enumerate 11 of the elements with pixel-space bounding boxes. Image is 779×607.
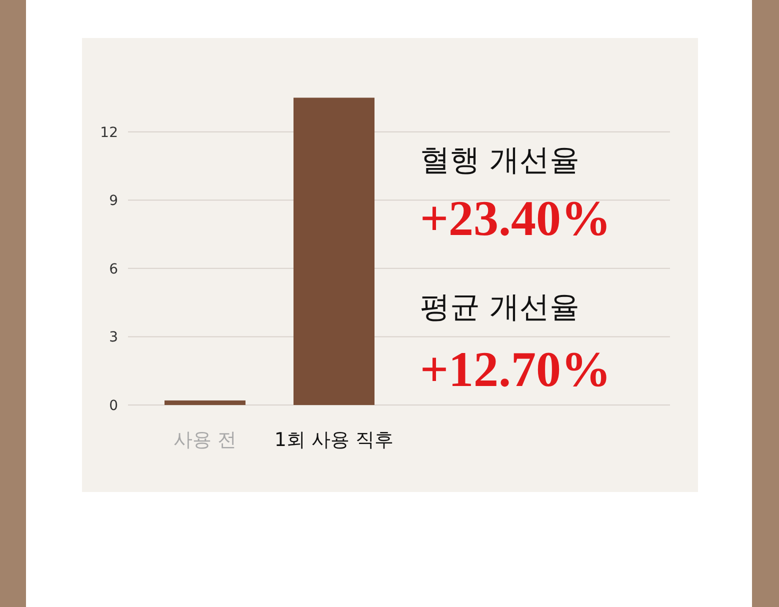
text: +23.40% bbox=[420, 190, 611, 246]
x-tick-label: 사용 전 bbox=[173, 429, 237, 451]
y-tick-label: 0 bbox=[109, 398, 118, 414]
text: 혈행 개선율 bbox=[420, 143, 580, 178]
y-tick-label: 12 bbox=[100, 124, 118, 141]
y-tick-label: 9 bbox=[109, 193, 118, 210]
text: +12.70% bbox=[420, 341, 611, 397]
text: 평균 개선율 bbox=[420, 290, 580, 325]
y-tick-label: 6 bbox=[109, 261, 118, 278]
x-tick-label: 1회 사용 직후 bbox=[274, 429, 394, 451]
y-tick-label: 3 bbox=[109, 330, 118, 346]
